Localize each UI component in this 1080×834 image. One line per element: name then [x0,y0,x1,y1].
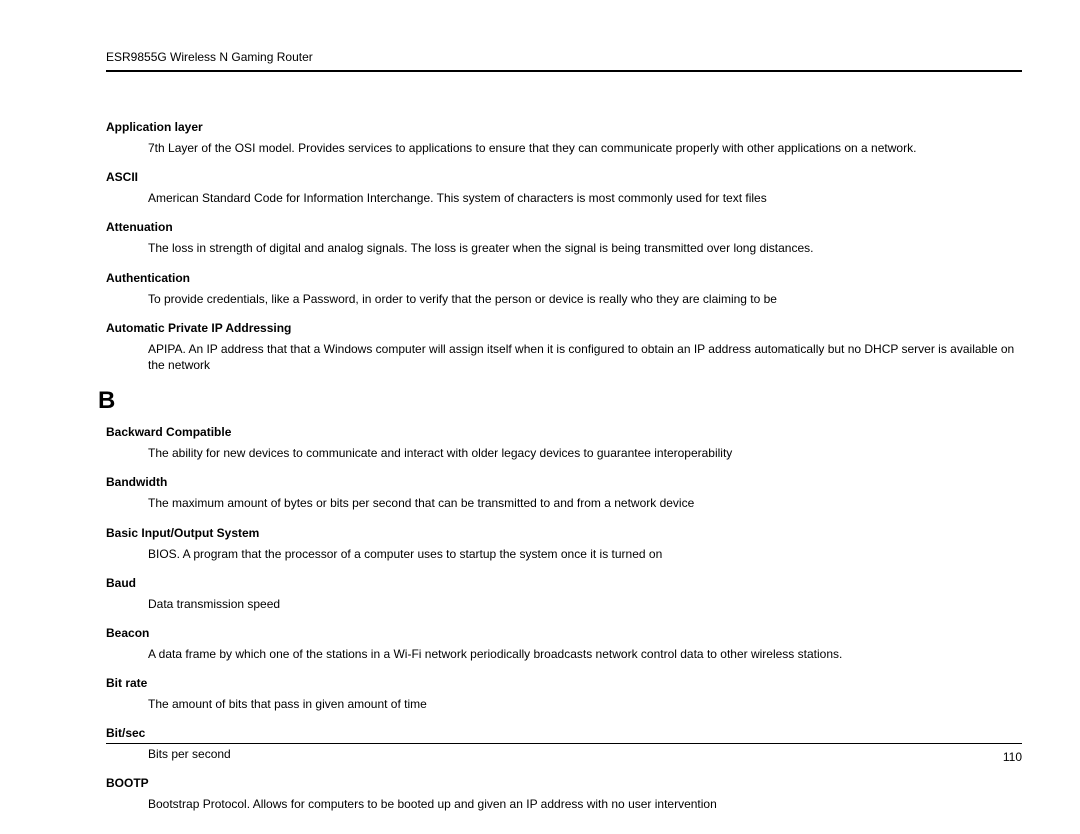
glossary-entry: Baud Data transmission speed [106,572,1022,616]
glossary-term: Beacon [106,622,1022,644]
footer-divider [106,743,1022,744]
section-letter-b: B [98,387,1022,415]
page-number: 110 [1003,750,1022,764]
glossary-term: Bit rate [106,672,1022,694]
glossary-definition: To provide credentials, like a Password,… [106,289,1022,311]
glossary-entry: Basic Input/Output System BIOS. A progra… [106,522,1022,566]
glossary-term: Bandwidth [106,471,1022,493]
glossary-entry: Bandwidth The maximum amount of bytes or… [106,471,1022,515]
glossary-term: ASCII [106,166,1022,188]
glossary-entry: Automatic Private IP Addressing APIPA. A… [106,317,1022,377]
glossary-term: Backward Compatible [106,421,1022,443]
glossary-definition: The loss in strength of digital and anal… [106,238,1022,260]
glossary-definition: The maximum amount of bytes or bits per … [106,493,1022,515]
glossary-term: Application layer [106,116,1022,138]
glossary-definition: The ability for new devices to communica… [106,443,1022,465]
glossary-entry: Beacon A data frame by which one of the … [106,622,1022,666]
glossary-entry: Application layer 7th Layer of the OSI m… [106,116,1022,160]
glossary-definition: Bits per second [106,744,1022,766]
glossary-entry: Bit/sec Bits per second [106,722,1022,766]
glossary-definition: APIPA. An IP address that that a Windows… [106,339,1022,377]
glossary-definition: 7th Layer of the OSI model. Provides ser… [106,138,1022,160]
glossary-entry: Authentication To provide credentials, l… [106,267,1022,311]
glossary-definition: A data frame by which one of the station… [106,644,1022,666]
document-page: ESR9855G Wireless N Gaming Router Applic… [0,0,1080,834]
glossary-term: Automatic Private IP Addressing [106,317,1022,339]
glossary-definition: Data transmission speed [106,594,1022,616]
glossary-entry: ASCII American Standard Code for Informa… [106,166,1022,210]
glossary-definition: Bootstrap Protocol. Allows for computers… [106,794,1022,816]
glossary-section-a: Application layer 7th Layer of the OSI m… [106,116,1022,377]
glossary-definition: BIOS. A program that the processor of a … [106,544,1022,566]
glossary-definition: The amount of bits that pass in given am… [106,694,1022,716]
glossary-entry: BOOTP Bootstrap Protocol. Allows for com… [106,772,1022,816]
glossary-term: Authentication [106,267,1022,289]
glossary-term: BOOTP [106,772,1022,794]
glossary-entry: Attenuation The loss in strength of digi… [106,216,1022,260]
glossary-section-b: Backward Compatible The ability for new … [106,421,1022,817]
page-header: ESR9855G Wireless N Gaming Router [106,50,1022,72]
glossary-term: Bit/sec [106,722,1022,744]
glossary-definition: American Standard Code for Information I… [106,188,1022,210]
glossary-term: Basic Input/Output System [106,522,1022,544]
glossary-entry: Backward Compatible The ability for new … [106,421,1022,465]
glossary-entry: Bit rate The amount of bits that pass in… [106,672,1022,716]
glossary-term: Attenuation [106,216,1022,238]
glossary-term: Baud [106,572,1022,594]
